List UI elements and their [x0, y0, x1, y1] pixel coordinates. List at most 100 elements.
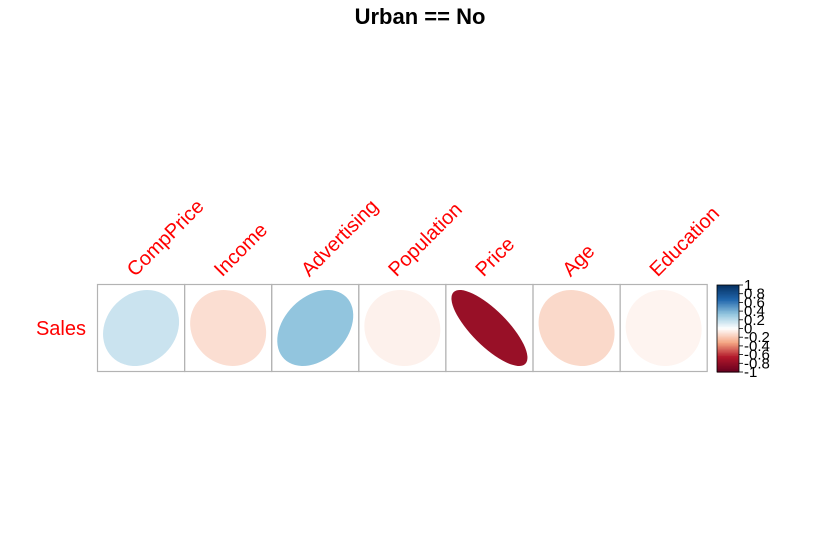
colorbar-segment — [717, 340, 739, 343]
colorbar-segment — [717, 303, 739, 306]
colorbar-tick-label: -0.4 — [744, 338, 770, 355]
colorbar-segment — [717, 331, 739, 334]
colorbar-segment — [717, 335, 739, 338]
column-label-compprice: CompPrice — [123, 196, 209, 282]
colorbar-tick-label: -0.8 — [744, 355, 770, 372]
colorbar-segment — [717, 319, 739, 322]
colorbar-segment — [717, 311, 739, 314]
column-label-price: Price — [471, 233, 519, 281]
colorbar-segment — [717, 354, 739, 357]
colorbar-tick-label: 0.6 — [744, 294, 765, 311]
colorbar-segment — [717, 361, 739, 364]
colorbar-segment — [717, 314, 739, 317]
colorbar-segment — [717, 285, 739, 288]
colorbar-segment — [717, 370, 739, 373]
colorbar-segment — [717, 366, 739, 369]
colorbar-segment — [717, 308, 739, 311]
colorbar-segment — [717, 287, 739, 290]
colorbar-segment — [717, 292, 739, 295]
colorbar-segment — [717, 318, 739, 321]
cell-grid — [96, 283, 708, 373]
colorbar-segment — [717, 321, 739, 324]
colorbar-segment — [717, 363, 739, 366]
colorbar-tick-label: 0.8 — [744, 286, 765, 303]
cell-education — [619, 283, 708, 373]
colorbar-segment — [717, 293, 739, 296]
colorbar-segment — [717, 302, 739, 305]
cell-age — [532, 283, 621, 373]
colorbar-segment — [717, 345, 739, 348]
column-label-education: Education — [646, 203, 724, 281]
colorbar: 10.80.60.40.20-0.2-0.4-0.6-0.8-1 — [716, 277, 770, 381]
colorbar-tick-label: 0.2 — [744, 312, 765, 329]
colorbar-segment — [717, 348, 739, 351]
cell-advertising — [271, 283, 360, 373]
colorbar-segment — [717, 369, 739, 372]
colorbar-segment — [717, 299, 739, 302]
colorbar-segment — [717, 286, 739, 289]
colorbar-segment — [717, 295, 739, 298]
colorbar-segment — [717, 341, 739, 344]
colorbar-segment — [717, 350, 739, 353]
colorbar-tick-label: -0.6 — [744, 347, 770, 364]
colorbar-segment — [717, 325, 739, 328]
column-label-age: Age — [559, 240, 600, 281]
correlation-ellipse — [364, 290, 441, 367]
correlation-ellipse — [103, 289, 180, 367]
colorbar-segment — [717, 309, 739, 312]
column-label-population: Population — [384, 199, 466, 281]
cell-border — [619, 283, 708, 373]
colorbar-segment — [717, 329, 739, 332]
column-labels: CompPrice Income Advertising Population Pric… — [123, 196, 724, 282]
colorbar-tick-label: 0.4 — [744, 303, 765, 320]
correlation-ellipse — [625, 289, 702, 366]
colorbar-segment — [717, 328, 739, 331]
colorbar-segment — [717, 327, 739, 330]
colorbar-segment — [717, 300, 739, 303]
colorbar-segment — [717, 316, 739, 319]
row-labels: Sales — [36, 318, 86, 340]
cell-population — [358, 283, 447, 373]
colorbar-segment — [717, 357, 739, 360]
colorbar-segment — [717, 367, 739, 370]
colorbar-segment — [717, 289, 739, 292]
chart-title: Urban == No — [355, 4, 486, 29]
colorbar-segment — [717, 338, 739, 341]
column-label-advertising: Advertising — [297, 196, 383, 282]
row-label: Sales — [36, 318, 86, 340]
colorbar-tick-label: 1 — [744, 277, 752, 294]
cell-compprice — [96, 283, 186, 373]
colorbar-segment — [717, 298, 739, 301]
colorbar-tick-label: 0 — [744, 321, 752, 338]
colorbar-segment — [717, 358, 739, 361]
correlation-ellipse — [277, 289, 354, 366]
colorbar-segment — [717, 322, 739, 325]
colorbar-segment — [717, 351, 739, 354]
colorbar-segment — [717, 312, 739, 315]
colorbar-segment — [717, 332, 739, 335]
cell-income — [184, 283, 273, 373]
colorbar-segment — [717, 290, 739, 293]
colorbar-segment — [717, 353, 739, 356]
colorbar-segment — [717, 306, 739, 309]
colorbar-segment — [717, 324, 739, 327]
correlation-ellipse — [451, 289, 528, 366]
colorbar-segment — [717, 356, 739, 359]
column-label-income: Income — [210, 219, 272, 281]
colorbar-segment — [717, 305, 739, 308]
colorbar-segment — [717, 296, 739, 299]
colorbar-segment — [717, 364, 739, 367]
colorbar-segment — [717, 334, 739, 337]
colorbar-segment — [717, 344, 739, 347]
colorbar-segment — [717, 343, 739, 346]
correlation-ellipse — [538, 290, 615, 367]
colorbar-tick-label: -0.2 — [744, 329, 770, 346]
correlation-ellipse — [190, 290, 267, 366]
colorbar-segment — [717, 360, 739, 363]
colorbar-tick-label: -1 — [744, 364, 757, 381]
colorbar-segment — [717, 347, 739, 350]
colorbar-segment — [717, 337, 739, 340]
cell-price — [445, 283, 534, 373]
colorbar-segment — [717, 315, 739, 318]
